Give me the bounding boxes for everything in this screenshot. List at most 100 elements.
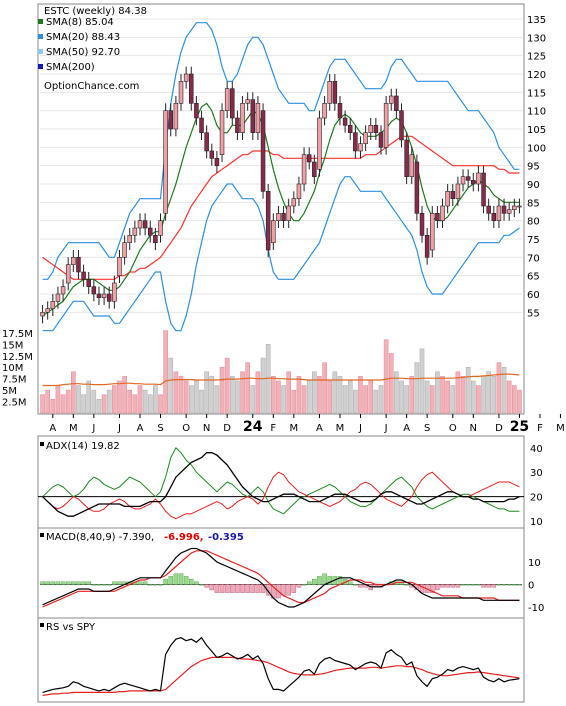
price-tick-label: 110	[527, 107, 546, 118]
legend-label-2: SMA(50) 92.70	[46, 47, 120, 58]
volume-bar	[65, 389, 71, 414]
bollinger-upper-line	[42, 22, 520, 280]
volume-bar	[60, 394, 66, 414]
volume-bar	[501, 366, 507, 414]
candle-body	[132, 227, 138, 236]
macd-histogram-bar	[204, 584, 209, 588]
volume-bar	[199, 389, 204, 414]
legend-swatch-0	[38, 19, 43, 24]
price-tick-label: 120	[527, 70, 546, 81]
candle-body	[45, 308, 50, 313]
volume-bar	[450, 385, 456, 414]
macd-histogram-bar	[465, 584, 471, 586]
price-tick-label: 75	[527, 235, 540, 246]
candle-body	[476, 172, 481, 185]
macd-histogram-bar	[235, 584, 240, 593]
volume-bar	[235, 380, 240, 414]
candle-body	[506, 209, 512, 214]
macd-histogram-bar	[55, 581, 61, 585]
price-candles	[40, 66, 522, 324]
volume-bar	[306, 380, 312, 414]
candle-body	[240, 103, 245, 133]
volume-tick-label: 12.5M	[2, 352, 33, 363]
candle-body	[230, 88, 235, 119]
candle-body	[112, 282, 117, 302]
macd-histogram-bar	[142, 581, 148, 585]
legend-swatch-1	[38, 34, 43, 39]
macd-tick-label: 0	[528, 581, 534, 592]
volume-bar	[460, 376, 466, 414]
volume-bar	[435, 371, 440, 414]
volume-bar	[127, 389, 133, 414]
price-tick-label: 55	[527, 308, 540, 319]
candle-body	[332, 81, 338, 104]
macd-histogram-bar	[445, 584, 450, 588]
candle-body	[153, 235, 158, 243]
candle-body	[147, 227, 153, 236]
candle-body	[409, 154, 415, 177]
x-tick-label: A	[137, 423, 144, 434]
price-tick-label: 80	[527, 217, 540, 228]
candle-body	[317, 117, 322, 170]
macd-histogram-bar	[517, 584, 522, 586]
volume-bar	[383, 339, 389, 414]
price-tick-label: 135	[527, 15, 546, 26]
candle-body	[219, 110, 225, 155]
volume-tick-label: 7.5M	[2, 375, 27, 386]
volume-bar	[363, 385, 368, 414]
macd-histogram-bar	[224, 584, 230, 593]
volume-bar	[229, 376, 235, 414]
candle-body	[168, 110, 174, 130]
macd-histogram-bar	[265, 584, 271, 596]
candle-body	[286, 205, 291, 221]
volume-bar	[132, 394, 138, 414]
macd-histogram-bar	[153, 584, 158, 586]
x-tick-label: D	[223, 423, 231, 434]
x-tick-label: D	[495, 423, 503, 434]
adx-tick-label: 30	[530, 468, 543, 479]
candle-body	[127, 235, 132, 243]
candle-body	[327, 81, 332, 104]
price-panel-frame	[37, 3, 525, 415]
rs-label-swatch	[40, 623, 44, 627]
candle-body	[250, 99, 256, 133]
volume-bar	[373, 389, 379, 414]
macd-histogram-bar	[450, 584, 456, 588]
volume-bar	[506, 380, 512, 414]
macd-histogram-bar	[183, 576, 189, 585]
macd-histogram-bar	[173, 573, 179, 585]
volume-tick-label: 5M	[2, 386, 17, 397]
macd-histogram-bar	[101, 584, 107, 586]
sma50-line	[42, 135, 520, 280]
volume-bar	[168, 357, 174, 414]
x-tick-label: O	[182, 423, 190, 434]
macd-histogram-bar	[471, 584, 476, 586]
macd-histogram-bar	[60, 581, 66, 585]
macd-histogram-bar	[291, 584, 297, 593]
legend-swatch-3	[38, 64, 43, 69]
candle-body	[301, 154, 307, 185]
macd-histogram-bar	[312, 578, 317, 585]
candle-body	[435, 213, 440, 221]
macd-histogram-bar	[194, 581, 199, 585]
macd-value-2: -0.395	[208, 532, 244, 543]
volume-bar	[301, 385, 307, 414]
candle-body	[96, 293, 102, 298]
candle-body	[271, 220, 276, 243]
macd-histogram-bar	[327, 576, 332, 585]
volume-bar	[260, 357, 266, 414]
price-tick-label: 125	[527, 52, 546, 63]
x-tick-label: A	[403, 423, 410, 434]
macd-histogram-bar	[353, 584, 358, 586]
volume-bar	[470, 380, 476, 414]
candle-body	[481, 172, 486, 207]
volume-bar	[281, 385, 286, 414]
candle-body	[137, 220, 143, 229]
volume-bar	[342, 385, 348, 414]
macd-histogram-bar	[76, 581, 81, 585]
volume-bar	[188, 385, 194, 414]
volume-bar	[147, 394, 153, 414]
candle-body	[81, 271, 86, 280]
watermark: OptionChance.com	[44, 81, 139, 92]
